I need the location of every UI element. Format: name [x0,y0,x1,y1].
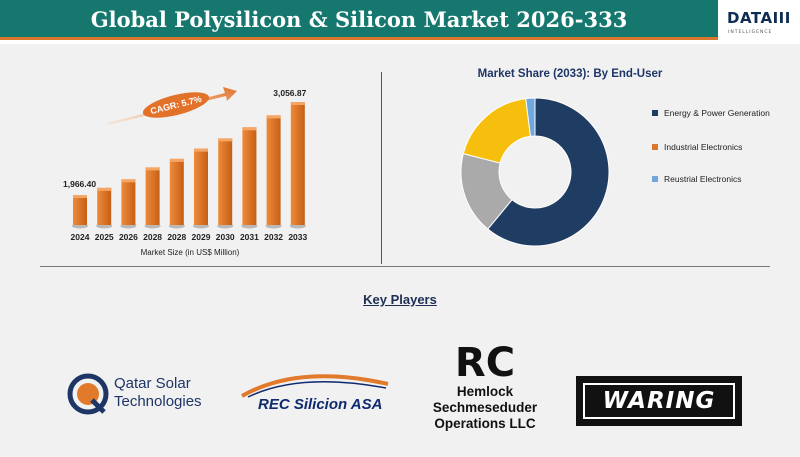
bar-top [97,187,112,191]
hemlock-mark: RC [455,340,515,382]
qatar-solar-logo: Qatar Solar Technologies [66,372,216,422]
bar-2028-3 [145,167,160,225]
x-tick-label: 2024 [71,232,90,242]
legend-label-0: Energy & Power Generation [664,108,770,118]
header: Global Polysilicon & Silicon Market 2026… [0,0,800,44]
waring-name: WARING [602,388,716,414]
x-tick-label: 2025 [95,232,114,242]
donut-slice-3 [525,97,536,137]
x-tick-label: 2030 [216,232,235,242]
hemlock-name: Hemlock Sechmeseduder Operations LLC [425,384,545,432]
waring-frame: WARING [583,383,735,419]
donut-slice-0 [487,97,610,247]
brand-logo: DATAIII INTELLIGENCE [720,2,800,42]
rec-silicon-logo: REC Silicion ASA [238,370,393,420]
bar-2032-8 [266,115,281,225]
bar-top [218,138,233,142]
hemlock-logo: RC Hemlock Sechmeseduder Operations LLC [425,338,545,438]
bar-top [145,167,160,171]
waring-logo: WARING [576,376,742,426]
bar-top [169,158,184,162]
x-axis-label: Market Size (in US$ Million) [141,248,240,257]
bar-2025-1 [97,187,112,225]
logo-subtext: INTELLIGENCE [728,30,773,35]
cagr-arrow [107,87,237,125]
x-tick-label: 2033 [288,232,307,242]
market-share-donut-chart: Market Share (2033): By End-User Energy &… [460,68,770,247]
bar-2031-7 [242,127,257,225]
legend-label-2: Reustrial Electronics [664,174,741,184]
legend-swatch-1 [652,144,658,150]
bar-top [194,148,208,152]
legend-label-1: Industrial Electronics [664,142,742,152]
x-tick-label: 2028 [143,232,162,242]
x-tick-label: 2026 [119,232,138,242]
bar-2029-5 [194,148,208,225]
x-tick-label: 2031 [240,232,259,242]
hemlock-line2: Sechmeseduder [432,400,538,415]
bar-2024-0 [73,195,87,225]
qatar-solar-line1: Qatar Solar [114,375,191,392]
bar-2030-6 [218,138,233,225]
hemlock-line1: Hemlock [456,384,514,399]
bar-top [242,127,257,131]
bar-2028-4 [169,158,184,225]
x-tick-label: 2029 [192,232,211,242]
logo-text: DATAIII [727,9,791,27]
key-players-title: Key Players [363,292,437,307]
data-label-first: 1,966.40 [63,179,96,189]
bar-top [121,179,136,183]
bar-2026-2 [121,179,136,225]
bar-2033-9 [290,102,305,225]
hemlock-mark-icon: RC [455,340,515,386]
bar-top [266,115,281,119]
bar-top [290,102,305,105]
donut-slice-2 [462,98,532,164]
legend-swatch-2 [652,176,658,182]
data-label-last: 3,056.87 [273,88,306,98]
x-tick-label: 2028 [167,232,186,242]
section-divider-horizontal [40,266,770,267]
bar-top [73,195,87,198]
page-title: Global Polysilicon & Silicon Market 2026… [90,7,628,32]
legend-swatch-0 [652,110,658,116]
cagr-badge [142,92,210,118]
market-size-bar-chart: 2024 2025 2026 2028 2028 2029 2030 2031 2032 2033… [63,87,308,257]
section-divider-vertical [381,72,382,264]
donut-title: Market Share (2033): By End-User [478,68,663,80]
header-band [0,0,718,40]
qatar-solar-emblem-icon [67,373,109,415]
qatar-solar-name: Qatar Solar Technologies [114,375,224,411]
rec-silicon-name: REC Silicion ASA [258,396,383,413]
x-tick-label: 2032 [264,232,283,242]
hemlock-line3: Operations LLC [434,416,536,431]
rec-swoosh-icon [241,374,389,398]
qatar-solar-line2: Technologies [114,393,202,410]
